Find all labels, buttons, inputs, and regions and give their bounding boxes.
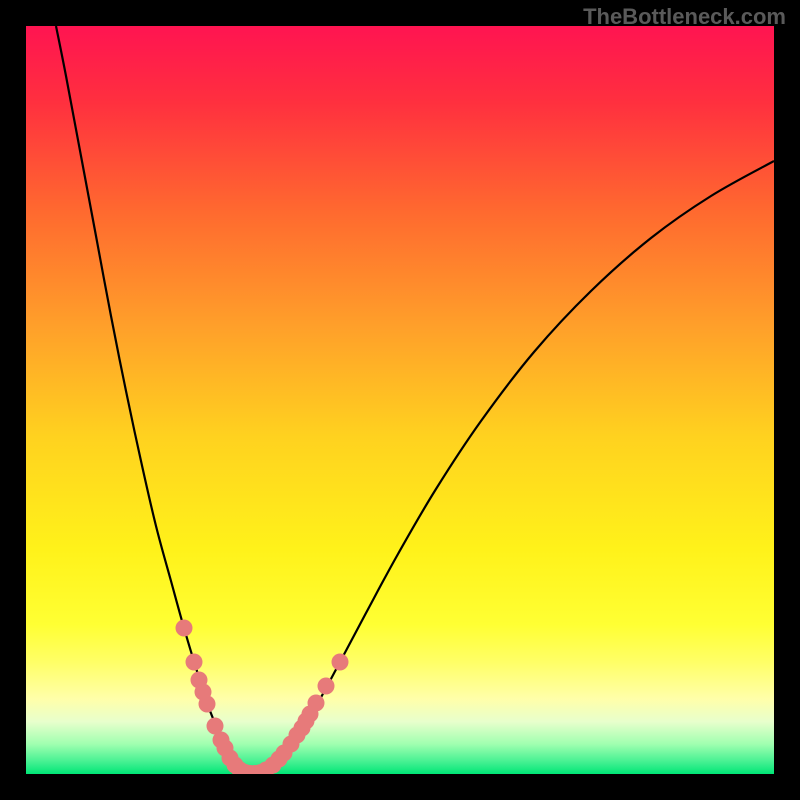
scatter-point	[199, 696, 216, 713]
chart-svg	[26, 26, 774, 774]
left-curve	[56, 26, 252, 774]
scatter-point	[186, 654, 203, 671]
plot-area	[26, 26, 774, 774]
scatter-point	[176, 620, 193, 637]
scatter-point	[308, 695, 325, 712]
scatter-point	[318, 678, 335, 695]
scatter-point	[332, 654, 349, 671]
chart-frame: TheBottleneck.com	[0, 0, 800, 800]
watermark-text: TheBottleneck.com	[583, 4, 786, 30]
